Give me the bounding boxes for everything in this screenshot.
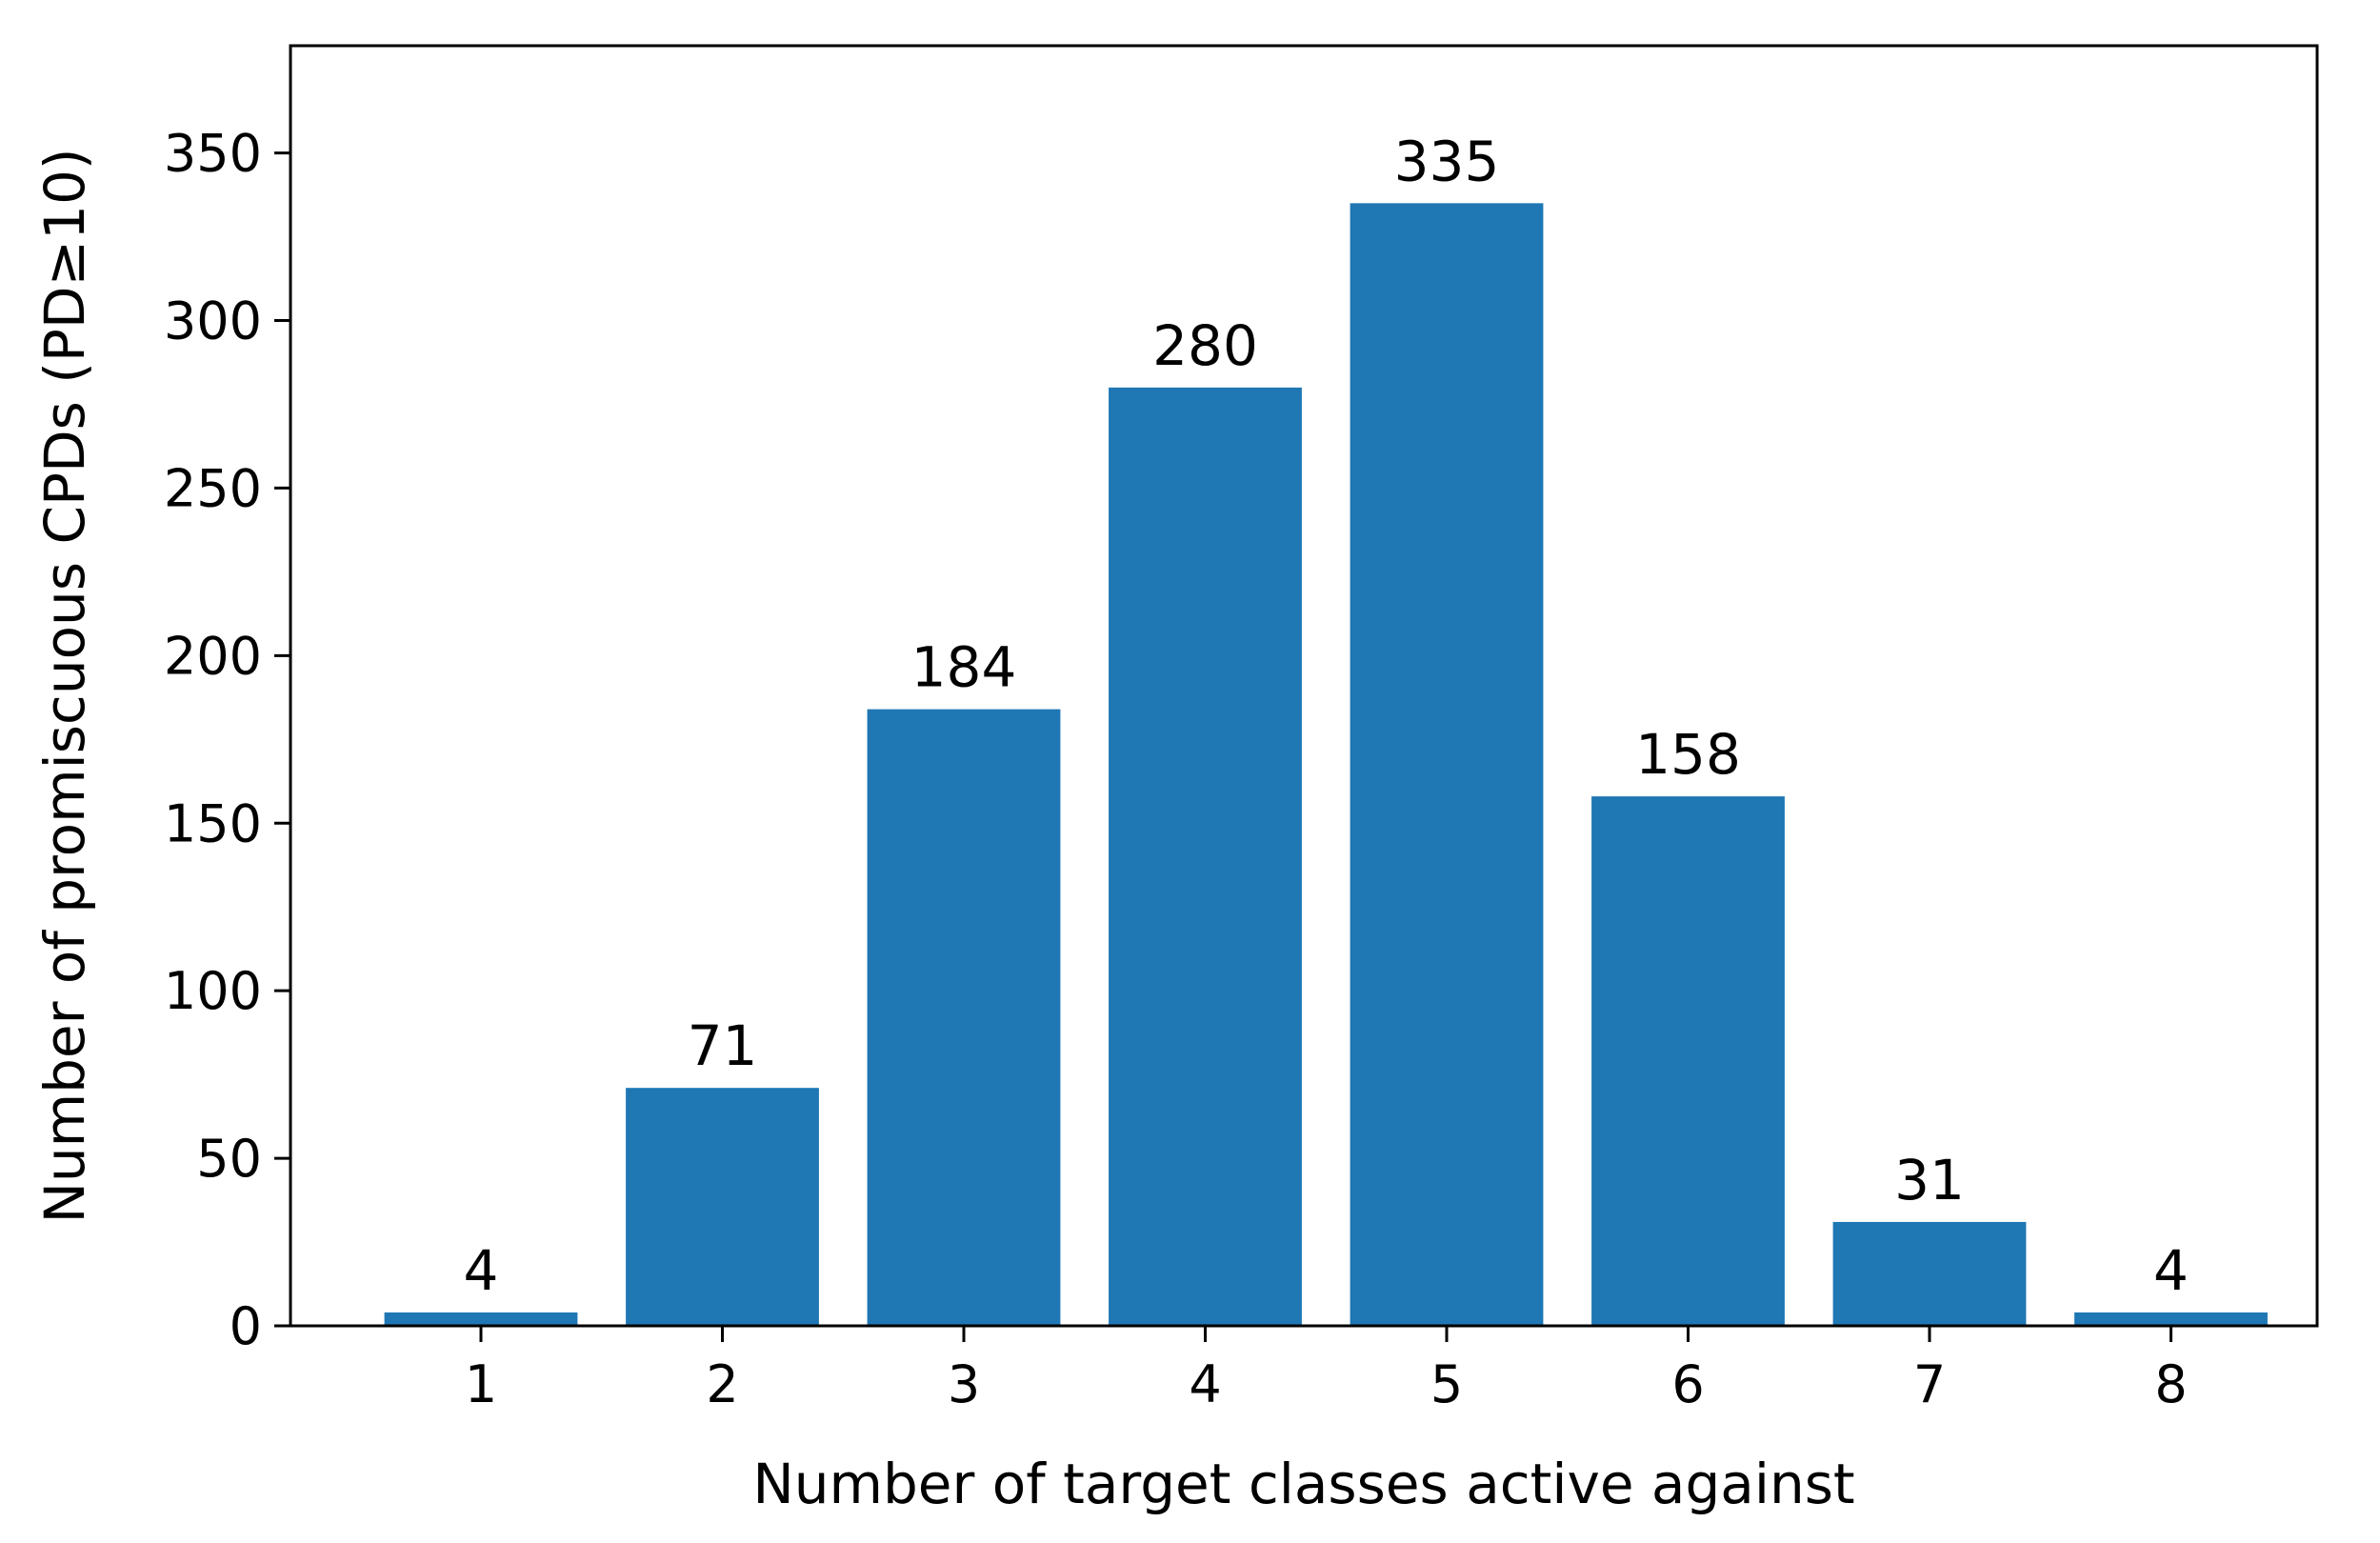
bar-value-label-2: 71: [688, 1013, 758, 1078]
bar-5: [1350, 203, 1544, 1327]
y-tick-label-250: 250: [164, 458, 262, 518]
bar-value-label-4: 280: [1152, 313, 1258, 378]
bar-value-label-3: 184: [911, 635, 1017, 700]
x-tick-label-5: 5: [1430, 1354, 1463, 1414]
x-tick-label-8: 8: [2154, 1354, 2187, 1414]
x-tick-label-7: 7: [1913, 1354, 1946, 1414]
y-tick-label-200: 200: [164, 626, 262, 686]
plot-area: [289, 44, 2319, 1328]
x-tick-label-3: 3: [948, 1354, 980, 1414]
x-tick-label-1: 1: [465, 1354, 497, 1414]
x-axis-label: Number of target classes active against: [752, 1452, 1854, 1516]
y-tick-label-0: 0: [230, 1296, 262, 1356]
y-tick-label-100: 100: [164, 961, 262, 1021]
bar-value-labels: 4 71 184 280 335 158 31 4: [464, 129, 2189, 1303]
y-tick-label-50: 50: [196, 1129, 262, 1189]
bar-7: [1832, 1221, 2027, 1326]
bar-8: [2074, 1312, 2268, 1326]
y-tick-label-300: 300: [164, 291, 262, 351]
bar-value-label-7: 31: [1894, 1148, 1965, 1212]
axes-frame: [289, 44, 2319, 1328]
bar-6: [1591, 796, 1785, 1326]
y-axis-ticks: 0 50 100 150 200 250 300 350: [164, 124, 290, 1356]
x-tick-label-6: 6: [1671, 1354, 1704, 1414]
y-tick-label-150: 150: [164, 793, 262, 853]
bar-value-label-6: 158: [1635, 722, 1741, 787]
bar-4: [1109, 387, 1302, 1326]
y-axis-label: Number of promiscuous CPDs (PD≥10): [32, 148, 97, 1223]
x-tick-label-2: 2: [706, 1354, 738, 1414]
x-tick-label-4: 4: [1189, 1354, 1221, 1414]
bar-value-label-1: 4: [464, 1238, 499, 1303]
bar-2: [626, 1088, 819, 1326]
bar-3: [867, 709, 1061, 1326]
bar-value-label-8: 4: [2153, 1238, 2189, 1303]
bars: [384, 203, 2268, 1327]
bar-value-label-5: 335: [1394, 129, 1500, 193]
y-tick-label-350: 350: [164, 124, 262, 184]
bar-1: [384, 1312, 578, 1326]
x-axis-ticks: 1 2 3 4 5 6 7 8: [465, 1326, 2188, 1414]
